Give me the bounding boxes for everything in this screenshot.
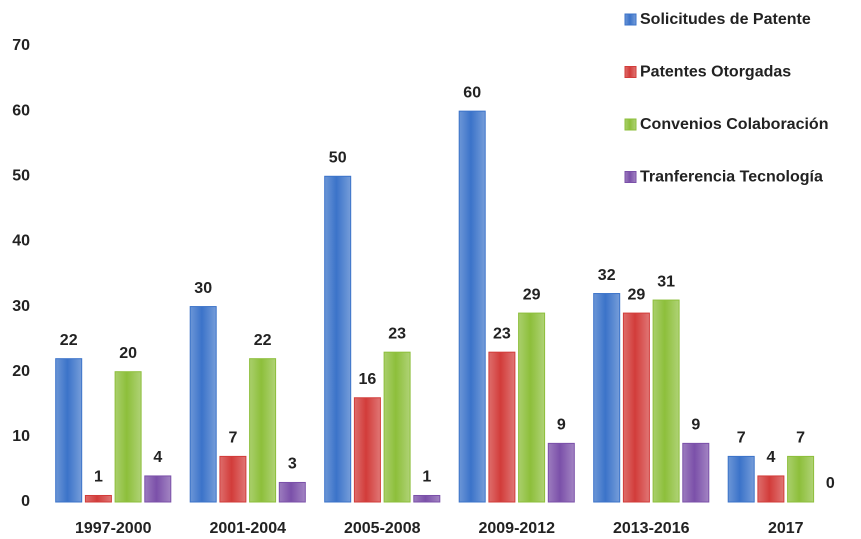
- bar: [787, 455, 815, 503]
- bar: [622, 312, 650, 503]
- value-label: 29: [523, 286, 541, 303]
- y-tick-label: 30: [12, 298, 30, 315]
- bar: [189, 306, 217, 503]
- bar: [114, 371, 142, 503]
- legend-swatch: [624, 13, 637, 26]
- y-tick-label: 10: [12, 428, 30, 445]
- x-tick-label: 2001-2004: [209, 520, 286, 537]
- value-label: 9: [557, 417, 566, 434]
- value-label: 1: [94, 469, 103, 486]
- value-label: 7: [737, 430, 746, 447]
- y-tick-label: 50: [12, 168, 30, 185]
- value-label: 23: [388, 325, 406, 342]
- value-label: 0: [826, 475, 835, 492]
- value-label: 9: [691, 417, 700, 434]
- value-label: 4: [766, 449, 775, 466]
- x-tick-label: 1997-2000: [75, 520, 152, 537]
- bar: [324, 175, 352, 503]
- legend-swatch: [624, 118, 637, 131]
- bar: [727, 455, 755, 503]
- bar: [413, 494, 441, 503]
- value-label: 22: [254, 332, 272, 349]
- bar: [757, 475, 785, 503]
- value-label: 60: [463, 84, 481, 101]
- bar: [593, 293, 621, 503]
- value-label: 4: [153, 449, 162, 466]
- value-label: 50: [329, 150, 347, 167]
- bar: [353, 397, 381, 503]
- x-tick-label: 2017: [768, 520, 804, 537]
- bar: [219, 455, 247, 503]
- y-tick-label: 60: [12, 102, 30, 119]
- bar: [55, 358, 83, 503]
- bar: [249, 358, 277, 503]
- value-label: 1: [422, 469, 431, 486]
- y-tick-label: 20: [12, 363, 30, 380]
- bar: [682, 442, 710, 503]
- legend-label: Convenios Colaboración: [640, 116, 828, 133]
- bar: [383, 351, 411, 503]
- y-tick-label: 70: [12, 37, 30, 54]
- bar: [458, 110, 486, 503]
- legend-swatch: [624, 66, 637, 78]
- x-tick-label: 2009-2012: [478, 520, 555, 537]
- value-label: 20: [119, 345, 137, 362]
- y-tick-label: 0: [21, 493, 30, 510]
- y-tick-label: 40: [12, 233, 30, 250]
- value-label: 22: [60, 332, 78, 349]
- legend-label: Tranferencia Tecnología: [640, 169, 823, 186]
- bar: [547, 442, 575, 503]
- legend-label: Patentes Otorgadas: [640, 64, 791, 81]
- bar: [144, 475, 172, 503]
- bar: [652, 299, 680, 503]
- value-label: 7: [228, 430, 237, 447]
- value-label: 30: [194, 280, 212, 297]
- value-label: 3: [288, 456, 297, 473]
- bar: [518, 312, 546, 503]
- x-tick-label: 2005-2008: [344, 520, 421, 537]
- legend-label: Solicitudes de Patente: [640, 11, 811, 28]
- bar: [488, 351, 516, 503]
- value-label: 32: [598, 267, 616, 284]
- bar: [84, 494, 112, 503]
- legend-swatch: [624, 171, 637, 183]
- value-label: 29: [628, 286, 646, 303]
- value-label: 16: [359, 371, 377, 388]
- value-label: 7: [796, 430, 805, 447]
- value-label: 31: [657, 273, 675, 290]
- bar: [278, 481, 306, 503]
- x-tick-label: 2013-2016: [613, 520, 690, 537]
- value-label: 23: [493, 325, 511, 342]
